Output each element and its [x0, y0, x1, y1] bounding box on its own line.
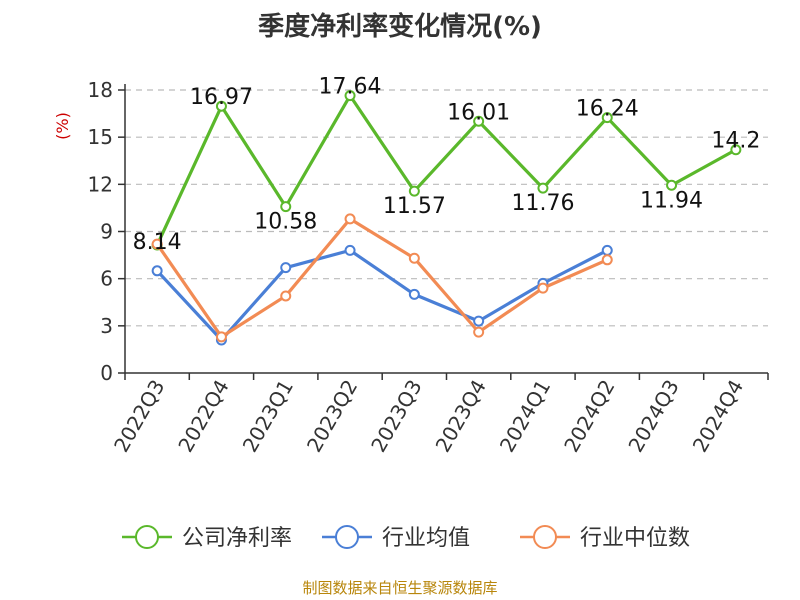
data-point [408, 252, 420, 264]
x-tick-label: 2024Q3 [623, 376, 683, 457]
legend-marker [533, 525, 557, 549]
x-tick-label: 2024Q4 [688, 376, 748, 457]
x-tick-label: 2024Q1 [495, 376, 555, 457]
data-point [344, 244, 356, 256]
data-point [344, 213, 356, 225]
legend-label: 公司净利率 [182, 526, 292, 551]
data-point [280, 262, 292, 274]
series-line [155, 217, 608, 339]
legend-label: 行业中位数 [580, 526, 690, 551]
data-label: 8.14 [133, 230, 182, 255]
x-tick-label: 2024Q2 [559, 376, 619, 457]
y-tick-label: 9 [100, 220, 113, 244]
data-label: 16.97 [190, 85, 253, 110]
y-tick-label: 0 [100, 361, 113, 385]
x-tick-label: 2022Q3 [109, 376, 169, 457]
data-point [537, 182, 549, 194]
data-point [408, 185, 420, 197]
data-label: 11.76 [511, 191, 574, 216]
data-label: 14.2 [711, 129, 760, 154]
data-point [151, 238, 163, 250]
data-point [151, 265, 163, 277]
data-point [280, 290, 292, 302]
data-point [537, 282, 549, 294]
chart-title: 季度净利率变化情况(%) [258, 12, 542, 42]
y-tick-label: 3 [100, 314, 113, 338]
series-line [155, 248, 608, 342]
x-tick-label: 2022Q4 [173, 376, 233, 457]
series-layer [151, 90, 742, 346]
data-label: 11.57 [383, 194, 446, 219]
data-label: 10.58 [254, 210, 317, 235]
data-source-note: 制图数据来自恒生聚源数据库 [302, 579, 498, 597]
y-tick-label: 18 [88, 78, 113, 102]
x-tick-label: 2023Q3 [366, 376, 426, 457]
data-point [601, 112, 613, 124]
data-label: 16.24 [576, 97, 639, 122]
data-point [215, 100, 227, 112]
data-point [473, 315, 485, 327]
x-tick-label: 2023Q2 [302, 376, 362, 457]
y-tick-label: 12 [88, 172, 113, 196]
legend: 公司净利率 行业均值 行业中位数 [122, 525, 690, 551]
data-point [473, 326, 485, 338]
data-point [730, 144, 742, 156]
y-tick-label: 6 [100, 267, 113, 291]
x-tick-label: 2023Q4 [431, 376, 491, 457]
data-point [666, 179, 678, 191]
x-tick-label: 2023Q1 [238, 376, 298, 457]
data-point [408, 288, 420, 300]
y-tick-label: 15 [88, 125, 113, 149]
data-point [280, 201, 292, 213]
data-point [601, 254, 613, 266]
data-point [215, 331, 227, 343]
series-line [155, 94, 737, 246]
legend-label: 行业均值 [382, 526, 470, 551]
legend-marker [335, 525, 359, 549]
data-label-layer: 8.14 16.97 10.58 17.64 11.57 16.01 11.76 16.24 1… [133, 75, 761, 255]
grid-layer [125, 89, 768, 327]
legend-marker [135, 525, 159, 549]
y-axis-unit-label: (%) [53, 112, 72, 140]
data-label: 17.64 [319, 75, 382, 100]
data-label: 11.94 [640, 188, 703, 213]
data-point [473, 115, 485, 127]
data-label: 16.01 [447, 100, 510, 125]
data-point [601, 244, 613, 256]
data-point [344, 90, 356, 102]
